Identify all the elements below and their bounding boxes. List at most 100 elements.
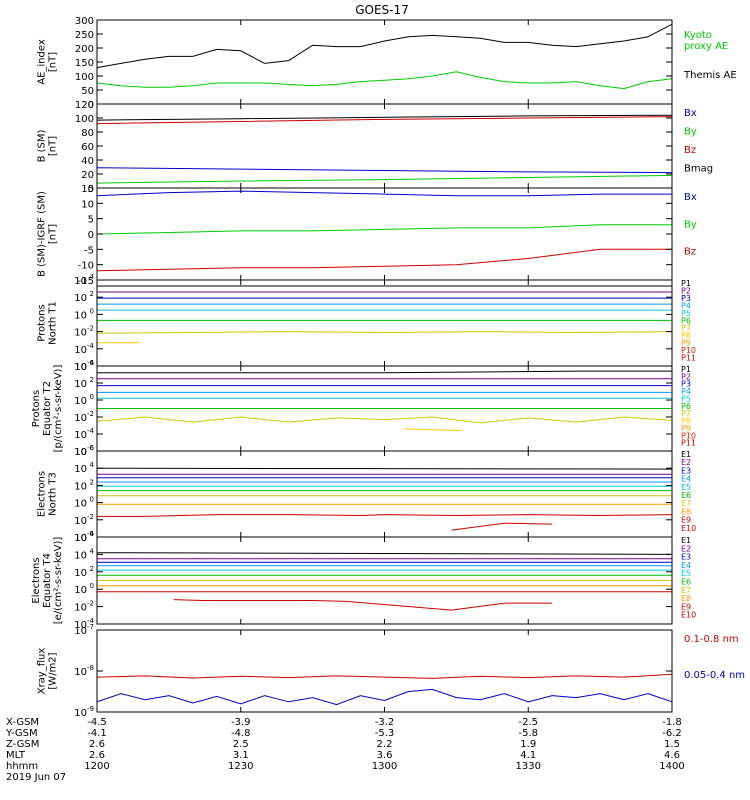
legend-label: P4 [681, 387, 691, 396]
ytick-label: 100 [75, 114, 94, 125]
ylabel: [e/(cm²-s-sr-keV)] [53, 537, 64, 625]
panel-3-series [97, 190, 672, 272]
panel-4-series [97, 285, 672, 344]
legend-label: E1 [681, 450, 691, 459]
legend-label: E10 [681, 524, 696, 533]
xaxis-row-label: Z-GSM [6, 739, 39, 750]
legend-label: Bmag [684, 164, 713, 175]
ytick-exponent: -2 [87, 325, 94, 333]
series-line-by [97, 174, 672, 184]
panel-2-series [97, 114, 672, 184]
ytick-exponent: 4 [90, 273, 95, 281]
legend-label: P4 [681, 301, 691, 310]
series-line-p8 [403, 428, 462, 432]
legend-label: P5 [681, 309, 691, 318]
ylabel: North T1 [48, 301, 59, 345]
ytick-exponent: 4 [90, 547, 95, 555]
plot-title: GOES-17 [355, 3, 409, 17]
legend-label: P11 [681, 354, 696, 363]
ytick-exponent: 2 [90, 290, 94, 298]
ytick-label: 10 [74, 516, 87, 527]
ytick-exponent: 0 [90, 582, 94, 590]
panel-frame [96, 103, 673, 189]
ylabel: [nT] [48, 52, 59, 72]
ytick-exponent: 2 [90, 478, 94, 486]
ytick-label: 10 [74, 379, 87, 390]
ytick-label: 40 [81, 156, 94, 167]
ytick-exponent: 0 [90, 307, 94, 315]
legend-label: P7 [681, 324, 691, 333]
series-line-e9 [97, 514, 672, 517]
series-line-themis-ae [97, 23, 672, 69]
ytick-label: 50 [81, 86, 94, 97]
legend-label: E4 [681, 561, 691, 570]
ylabel: [nT] [48, 224, 59, 244]
xaxis-value: 2.6 [89, 750, 105, 761]
ytick-exponent: -4 [87, 342, 95, 350]
panel-8-series [97, 673, 672, 706]
series-line-bx [97, 190, 672, 197]
legend-label: Kyoto [684, 30, 712, 41]
ytick-label: 10 [74, 585, 87, 596]
legend-label: E1 [681, 536, 691, 545]
legend-label: E5 [681, 483, 691, 492]
ytick-label: 10 [74, 603, 87, 614]
xaxis-value: -3.9 [231, 717, 251, 728]
legend-label: E2 [681, 458, 691, 467]
legend-label: proxy AE [684, 41, 728, 52]
ylabel: Xray_flux [37, 648, 48, 695]
series-line-kyoto-proxy-ae [97, 71, 672, 90]
legend-label: P11 [681, 439, 696, 448]
legend-label: P3 [681, 294, 691, 303]
ytick-label: 10 [74, 276, 87, 287]
ytick-exponent: -6 [87, 359, 95, 367]
legend-label: E9 [681, 602, 691, 611]
ytick-exponent: -8 [87, 664, 94, 672]
legend-label: By [684, 219, 697, 230]
ytick-exponent: 4 [90, 461, 95, 469]
ytick-label: 10 [74, 626, 87, 637]
legend-label: E2 [681, 544, 691, 553]
ytick-label: 10 [74, 310, 87, 321]
legend-label: Bx [684, 108, 697, 119]
ylabel: North T3 [48, 472, 59, 516]
ytick-label: 10 [74, 413, 87, 424]
legend-label: P8 [681, 417, 691, 426]
ytick-exponent: -4 [87, 617, 95, 625]
xaxis-value: -1.8 [662, 717, 682, 728]
legend-label: Themis AE [683, 70, 737, 81]
xaxis-value: 1.9 [520, 739, 536, 750]
legend-label: E4 [681, 475, 691, 484]
xaxis-value: 2.5 [233, 739, 249, 750]
panel-3: -15 -10 -5 0 5 10 15 B (SM)-IGRF (SM) [nT] Bx By Bz [37, 184, 697, 287]
legend-label: E7 [681, 499, 691, 508]
legend-label: P7 [681, 409, 691, 418]
legend-label: E6 [681, 491, 691, 500]
ylabel: Equator T2 [42, 381, 53, 436]
ytick-label: 15 [81, 184, 94, 195]
series-line-bz [97, 248, 672, 272]
legend-label: P6 [681, 316, 691, 325]
legend-label: Bz [684, 247, 696, 258]
ytick-exponent: 6 [90, 530, 95, 538]
legend-label: By [684, 127, 697, 138]
legend-label: E8 [681, 507, 691, 516]
xaxis-value: -2.5 [518, 717, 538, 728]
ylabel: [nT] [48, 136, 59, 156]
ytick-exponent: -4 [87, 530, 95, 538]
ytick-label: 10 [74, 667, 87, 678]
ytick-label: 200 [75, 44, 94, 55]
legend-label: P1 [681, 365, 691, 374]
series-line-0.05-0.4-nm [97, 688, 672, 706]
ytick-exponent: -6 [87, 444, 95, 452]
xaxis-value: 1200 [84, 761, 109, 772]
legend-label: E7 [681, 586, 691, 595]
date-label: 2019 Jun 07 [6, 772, 66, 783]
ytick-label: 5 [88, 215, 94, 226]
xaxis-row-label: X-GSM [6, 717, 39, 728]
ytick-label: 10 [74, 499, 87, 510]
ytick-exponent: -9 [87, 705, 94, 713]
xaxis-value: 1.5 [664, 739, 680, 750]
